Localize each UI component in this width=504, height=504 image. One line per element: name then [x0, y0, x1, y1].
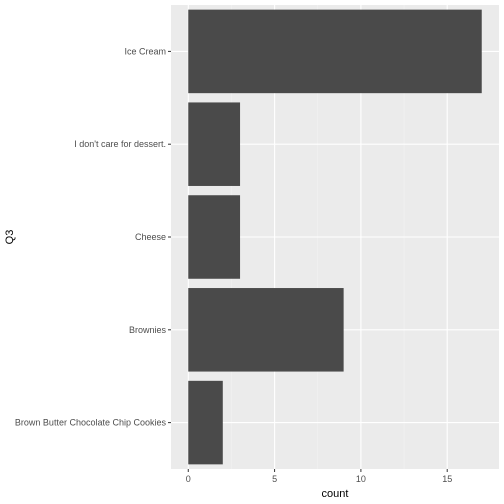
y-tick-label: Brown Butter Chocolate Chip Cookies: [15, 418, 167, 428]
bar: [188, 380, 223, 465]
y-axis-title: Q3: [4, 230, 16, 245]
y-axis: Ice Cream I don't care for dessert. Cheese…: [15, 46, 171, 428]
bar: [188, 288, 344, 372]
y-tick-label: Cheese: [135, 232, 166, 242]
y-tick-label: Ice Cream: [124, 46, 166, 56]
y-tick-label: Brownies: [129, 325, 167, 335]
x-tick-label: 0: [186, 474, 191, 484]
x-tick-label: 5: [272, 474, 277, 484]
bar: [188, 195, 241, 279]
bars: [188, 9, 482, 465]
bar: [188, 102, 241, 186]
y-tick-label: I don't care for dessert.: [74, 139, 166, 149]
x-axis: 0 5 10 15: [186, 469, 452, 484]
x-tick-label: 15: [442, 474, 452, 484]
bar: [188, 9, 482, 94]
x-tick-label: 10: [356, 474, 366, 484]
x-axis-title: count: [322, 488, 349, 500]
